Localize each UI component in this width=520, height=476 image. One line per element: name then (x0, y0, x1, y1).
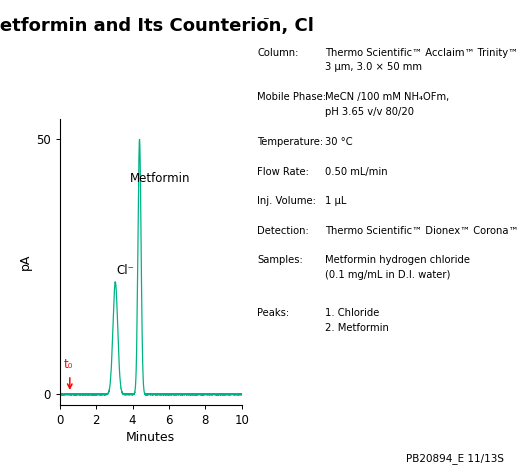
X-axis label: Minutes: Minutes (126, 431, 175, 444)
Text: t₀: t₀ (63, 358, 73, 371)
Text: ⁻: ⁻ (263, 15, 269, 28)
Text: Peaks:: Peaks: (257, 308, 290, 318)
Text: Samples:: Samples: (257, 255, 303, 265)
Text: Thermo Scientific™ Dionex™ Corona™ Veo™: Thermo Scientific™ Dionex™ Corona™ Veo™ (325, 226, 520, 236)
Y-axis label: pA: pA (19, 254, 32, 270)
Text: 1 μL: 1 μL (325, 196, 346, 206)
Text: 3 μm, 3.0 × 50 mm: 3 μm, 3.0 × 50 mm (325, 62, 422, 72)
Text: 1. Chloride: 1. Chloride (325, 308, 380, 318)
Text: Temperature:: Temperature: (257, 137, 323, 147)
Text: Column:: Column: (257, 48, 299, 58)
Text: (0.1 mg/mL in D.I. water): (0.1 mg/mL in D.I. water) (325, 270, 450, 280)
Text: Detection:: Detection: (257, 226, 309, 236)
Text: PB20894_E 11/13S: PB20894_E 11/13S (407, 453, 504, 464)
Text: Metformin: Metformin (130, 172, 190, 185)
Text: Inj. Volume:: Inj. Volume: (257, 196, 316, 206)
Text: Thermo Scientific™ Acclaim™ Trinity™ P2,: Thermo Scientific™ Acclaim™ Trinity™ P2, (325, 48, 520, 58)
Text: Mobile Phase:: Mobile Phase: (257, 92, 327, 102)
Text: Cl⁻: Cl⁻ (116, 264, 134, 277)
Text: Metformin hydrogen chloride: Metformin hydrogen chloride (325, 255, 470, 265)
Text: Metformin and Its Counterion, Cl: Metformin and Its Counterion, Cl (0, 17, 314, 35)
Text: 2. Metformin: 2. Metformin (325, 323, 389, 333)
Text: MeCN /100 mM NH₄OFm,: MeCN /100 mM NH₄OFm, (325, 92, 449, 102)
Text: Flow Rate:: Flow Rate: (257, 167, 309, 177)
Text: pH 3.65 v/v 80/20: pH 3.65 v/v 80/20 (325, 107, 414, 117)
Text: 30 °C: 30 °C (325, 137, 353, 147)
Text: 0.50 mL/min: 0.50 mL/min (325, 167, 387, 177)
